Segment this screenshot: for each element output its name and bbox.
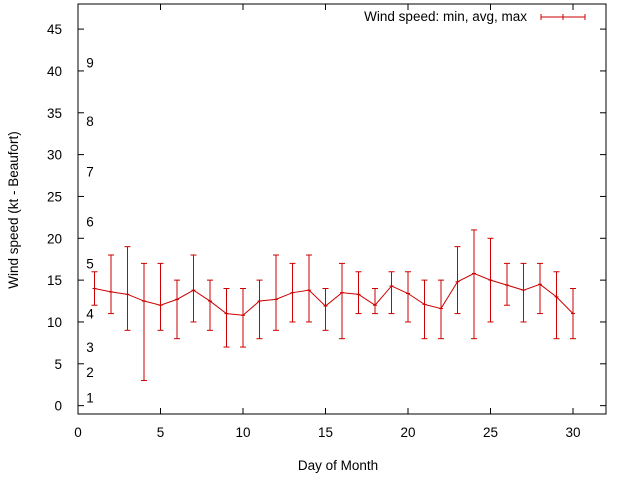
x-tick-label: 15	[318, 425, 333, 440]
beaufort-label: 5	[86, 256, 94, 271]
y-tick-label: 30	[47, 148, 62, 163]
y-tick-label: 35	[47, 106, 62, 121]
x-tick-label: 20	[400, 425, 415, 440]
beaufort-label: 4	[86, 307, 94, 322]
plot-frame	[77, 3, 607, 415]
x-tick-label: 0	[74, 425, 82, 440]
legend-label: Wind speed: min, avg, max	[364, 9, 527, 24]
legend-line-sample	[540, 14, 586, 20]
y-tick-label: 15	[47, 273, 62, 288]
y-axis-label: Wind speed (kt - Beaufort)	[6, 131, 21, 289]
beaufort-label: 9	[86, 56, 94, 71]
beaufort-label: 3	[86, 340, 94, 355]
avg-line	[94, 272, 574, 316]
beaufort-label: 6	[86, 215, 94, 230]
beaufort-label: 7	[86, 164, 94, 179]
x-tick-label: 10	[235, 425, 250, 440]
legend: Wind speed: min, avg, max	[364, 9, 586, 24]
x-tick-label: 25	[483, 425, 498, 440]
y-tick-label: 0	[54, 399, 62, 414]
beaufort-label: 8	[86, 114, 94, 129]
y-tick-label: 40	[47, 64, 62, 79]
y-tick-label: 45	[47, 22, 62, 37]
beaufort-scale-labels: 1 2 3 4 5 6 7 8 9	[86, 56, 94, 406]
series-layer	[91, 229, 576, 382]
x-tick-label: 30	[565, 425, 580, 440]
y-tick-label: 20	[47, 231, 62, 246]
y-tick-label: 10	[47, 315, 62, 330]
x-tick-label: 5	[157, 425, 165, 440]
beaufort-label: 1	[86, 390, 94, 405]
y-tick-label: 25	[47, 189, 62, 204]
y-tick-label: 5	[54, 357, 62, 372]
beaufort-label: 2	[86, 365, 94, 380]
x-axis-label: Day of Month	[298, 458, 378, 473]
x-axis: 0 5 10 15 20 25 30	[74, 4, 581, 440]
